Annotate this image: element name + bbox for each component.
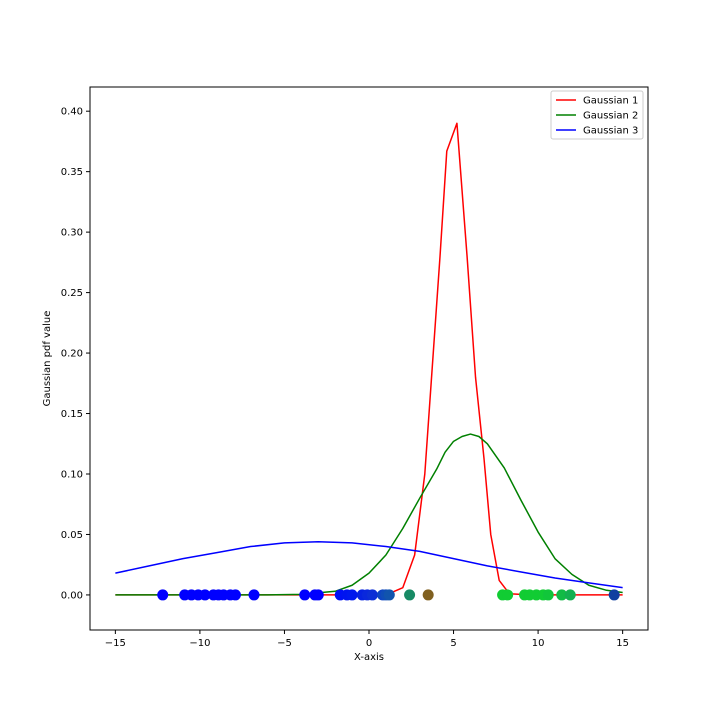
y-tick-label: 0.00: [61, 590, 83, 601]
series-line-gaussian-2: [115, 433, 623, 596]
plot-frame: [89, 86, 649, 631]
legend-entry: Gaussian 1: [583, 96, 638, 107]
y-tick-label: 0.10: [61, 469, 83, 480]
y-axis-label: Gaussian pdf value: [42, 311, 53, 407]
x-tick-label: −10: [189, 638, 210, 649]
series-line-gaussian-1: [115, 122, 623, 596]
legend-entry: Gaussian 2: [583, 111, 638, 122]
scatter-point-10: [229, 589, 241, 601]
scatter-point-23: [383, 589, 395, 601]
x-tick-label: −15: [105, 638, 126, 649]
y-tick-label: 0.30: [61, 228, 83, 239]
legend: Gaussian 1 Gaussian 2 Gaussian 3: [550, 90, 644, 140]
x-tick-label: 5: [450, 638, 456, 649]
x-tick-label: 15: [616, 638, 629, 649]
y-tick-label: 0.25: [61, 288, 83, 299]
x-tick-label: 10: [532, 638, 545, 649]
scatter-point-27: [502, 589, 514, 601]
scatter-point-33: [556, 589, 568, 601]
series-lines: [115, 122, 623, 596]
scatter-point-12: [299, 589, 311, 601]
scatter-point-5: [199, 589, 211, 601]
scatter-point-32: [542, 589, 554, 601]
scatter-point-35: [608, 589, 620, 601]
y-tick-label: 0.40: [61, 107, 83, 118]
axes-layer: −15 −10 −5 0 5 10 15 0.00 0.05 0.10 0.15 0.20 0.25 0.…: [61, 86, 649, 649]
x-axis-label: X-axis: [354, 652, 384, 663]
scatter-point-34: [564, 589, 576, 601]
x-tick-label: 0: [366, 638, 372, 649]
scatter-point-17: [346, 589, 358, 601]
scatter-point-25: [422, 589, 434, 601]
scatter-point-1: [157, 589, 169, 601]
x-tick-label: −5: [277, 638, 292, 649]
scatter-point-11: [248, 589, 260, 601]
y-tick-label: 0.35: [61, 167, 83, 178]
series-line-gaussian-3: [115, 540, 623, 589]
scatter-points: [157, 589, 620, 601]
plot-layer: [115, 122, 623, 601]
scatter-point-20: [366, 589, 378, 601]
y-tick-label: 0.15: [61, 409, 83, 420]
scatter-point-14: [312, 589, 324, 601]
legend-entry: Gaussian 3: [583, 126, 638, 137]
scatter-point-24: [404, 589, 416, 601]
legend-box: [550, 90, 644, 140]
y-tick-label: 0.05: [61, 530, 83, 541]
y-tick-label: 0.20: [61, 349, 83, 360]
